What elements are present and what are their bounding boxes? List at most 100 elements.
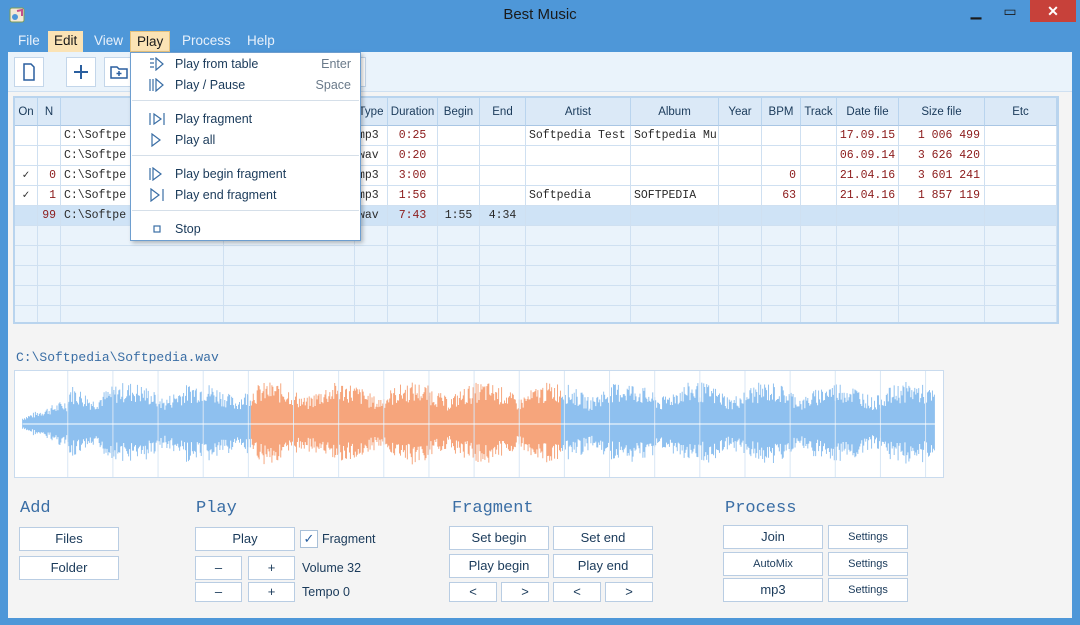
- cell-on: [15, 126, 38, 146]
- cell-track: [801, 166, 837, 186]
- menu-play-begin-fragment[interactable]: Play begin fragment: [132, 164, 359, 184]
- col-header-date[interactable]: Date file: [837, 98, 899, 126]
- waveform-view[interactable]: [14, 370, 944, 478]
- volume-up-button[interactable]: +: [248, 556, 295, 580]
- menu-process[interactable]: Process: [182, 33, 231, 48]
- menu-play[interactable]: Play: [130, 31, 171, 52]
- menu-stop[interactable]: Stop: [132, 219, 359, 239]
- end-next-button[interactable]: >: [605, 582, 653, 602]
- cell-date: [837, 266, 899, 286]
- table-row[interactable]: [15, 246, 1057, 266]
- play-pause-icon: [149, 78, 164, 92]
- cell-duration: [388, 246, 438, 266]
- table-row[interactable]: [15, 306, 1057, 322]
- col-header-album[interactable]: Album: [631, 98, 719, 126]
- col-header-track[interactable]: Track: [801, 98, 837, 126]
- volume-down-button[interactable]: –: [195, 556, 242, 580]
- join-button[interactable]: Join: [723, 525, 823, 549]
- cell-path: [61, 286, 224, 306]
- play-end-button[interactable]: Play end: [553, 554, 653, 578]
- menu-file[interactable]: File: [18, 33, 40, 48]
- cell-size: 1 857 119: [899, 186, 985, 206]
- menu-play-fragment[interactable]: Play fragment: [132, 109, 359, 129]
- table-row[interactable]: [15, 266, 1057, 286]
- col-header-on[interactable]: On: [15, 98, 38, 126]
- cell-begin: [438, 126, 480, 146]
- cell-date: 17.09.15: [837, 126, 899, 146]
- play-icon: [151, 133, 161, 147]
- cell-on: [15, 266, 38, 286]
- cell-begin: [438, 266, 480, 286]
- col-header-etc[interactable]: Etc: [985, 98, 1057, 126]
- cell-type: mp3: [355, 166, 388, 186]
- cell-begin: [438, 226, 480, 246]
- cell-begin: 1:55: [438, 206, 480, 226]
- menu-edit[interactable]: Edit: [48, 31, 84, 52]
- add-files-button[interactable]: Files: [19, 527, 119, 551]
- cell-bpm: [762, 126, 801, 146]
- tempo-up-button[interactable]: +: [248, 582, 295, 602]
- maximize-button[interactable]: ▭: [1003, 3, 1017, 19]
- end-prev-button[interactable]: <: [553, 582, 601, 602]
- cell-begin: [438, 146, 480, 166]
- cell-date: [837, 306, 899, 322]
- cell-n: [38, 266, 61, 286]
- minimize-button[interactable]: ▁: [970, 3, 982, 19]
- col-header-artist[interactable]: Artist: [526, 98, 631, 126]
- cell-size: [899, 206, 985, 226]
- set-begin-button[interactable]: Set begin: [449, 526, 549, 550]
- fragment-checkbox[interactable]: ✓: [300, 530, 318, 548]
- col-header-duration[interactable]: Duration: [388, 98, 438, 126]
- automix-button[interactable]: AutoMix: [723, 552, 823, 576]
- cell-end: [480, 286, 526, 306]
- cell-artist: [526, 246, 631, 266]
- mp3-settings-button[interactable]: Settings: [828, 578, 908, 602]
- menu-help[interactable]: Help: [247, 33, 275, 48]
- new-button[interactable]: [14, 57, 44, 87]
- add-folder-button[interactable]: Folder: [19, 556, 119, 580]
- cell-size: [899, 226, 985, 246]
- cell-etc: [985, 126, 1057, 146]
- col-header-end[interactable]: End: [480, 98, 526, 126]
- cell-begin: [438, 306, 480, 322]
- menu-play-from-table[interactable]: Play from table Enter: [132, 54, 359, 74]
- close-button[interactable]: ✕: [1030, 0, 1076, 22]
- cell-track: [801, 286, 837, 306]
- col-header-size[interactable]: Size file: [899, 98, 985, 126]
- play-begin-button[interactable]: Play begin: [449, 554, 549, 578]
- cell-type: [355, 226, 388, 246]
- table-row[interactable]: [15, 286, 1057, 306]
- begin-prev-button[interactable]: <: [449, 582, 497, 602]
- join-settings-button[interactable]: Settings: [828, 525, 908, 549]
- add-button[interactable]: [66, 57, 96, 87]
- col-header-begin[interactable]: Begin: [438, 98, 480, 126]
- cell-bpm: [762, 146, 801, 166]
- col-header-bpm[interactable]: BPM: [762, 98, 801, 126]
- cell-etc: [985, 166, 1057, 186]
- menu-play-end-fragment[interactable]: Play end fragment: [132, 185, 359, 205]
- cell-on: ✓: [15, 186, 38, 206]
- col-header-year[interactable]: Year: [719, 98, 762, 126]
- cell-album: [631, 226, 719, 246]
- play-button[interactable]: Play: [195, 527, 295, 551]
- cell-etc: [985, 146, 1057, 166]
- begin-next-button[interactable]: >: [501, 582, 549, 602]
- cell-artist: [526, 306, 631, 322]
- set-end-button[interactable]: Set end: [553, 526, 653, 550]
- menu-play-pause[interactable]: Play / Pause Space: [132, 75, 359, 95]
- menu-play-all[interactable]: Play all: [132, 130, 359, 150]
- cell-album: [631, 266, 719, 286]
- cell-year: [719, 146, 762, 166]
- automix-settings-button[interactable]: Settings: [828, 552, 908, 576]
- cell-artist: [526, 226, 631, 246]
- tempo-down-button[interactable]: –: [195, 582, 242, 602]
- menu-view[interactable]: View: [94, 33, 124, 48]
- folder-plus-icon: [110, 66, 128, 79]
- col-header-n[interactable]: N: [38, 98, 61, 126]
- mp3-button[interactable]: mp3: [723, 578, 823, 602]
- plus-icon: [74, 65, 88, 79]
- cell-bpm: [762, 206, 801, 226]
- cell-bpm: [762, 266, 801, 286]
- cell-type: wav: [355, 206, 388, 226]
- cell-end: [480, 126, 526, 146]
